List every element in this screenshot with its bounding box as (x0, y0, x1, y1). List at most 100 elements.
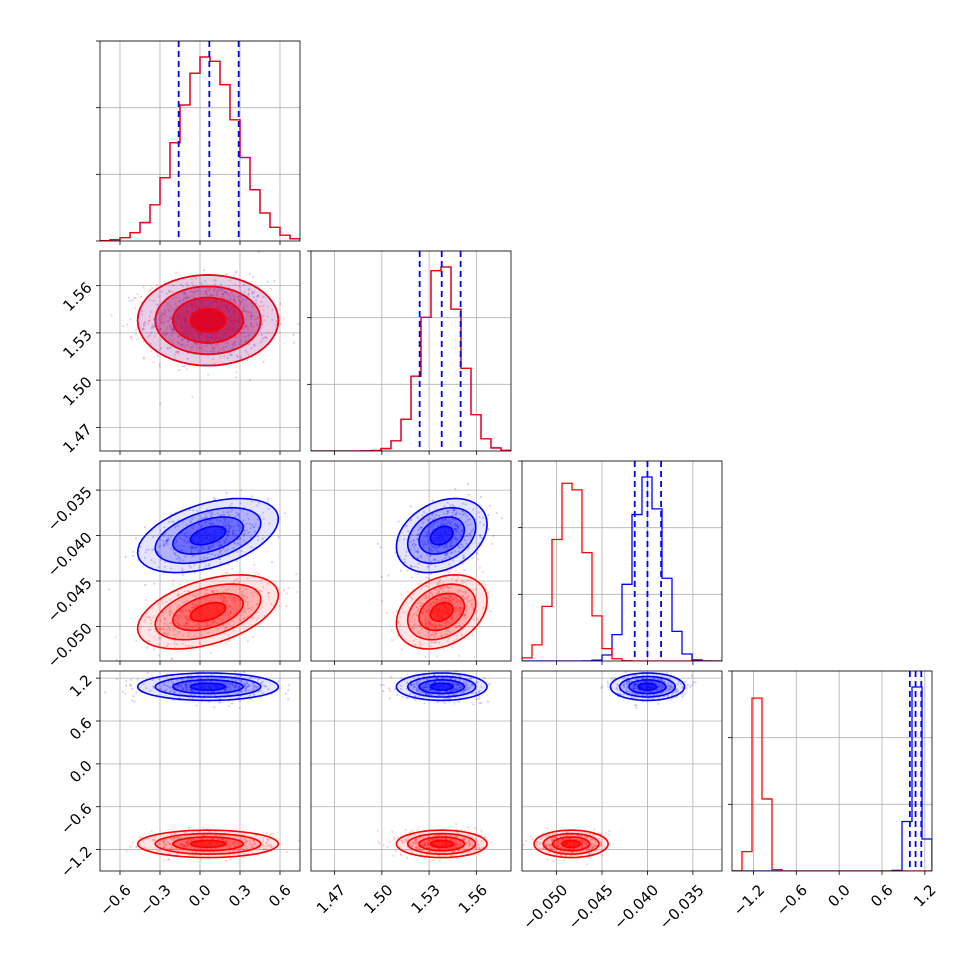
sample-point (183, 590, 186, 593)
sample-point (221, 838, 224, 841)
sample-point (185, 325, 188, 328)
sample-point (239, 331, 243, 334)
sample-point (256, 294, 260, 297)
sample-point (175, 350, 178, 353)
sample-point (418, 689, 421, 692)
sample-point (188, 609, 191, 612)
sample-point (212, 299, 215, 303)
sample-point (187, 312, 190, 316)
sample-point (467, 840, 470, 844)
sample-point (400, 839, 403, 843)
sample-point (469, 523, 472, 526)
sample-point (455, 511, 458, 514)
sample-point (226, 571, 229, 574)
sample-point (206, 293, 209, 296)
sample-point (165, 541, 168, 544)
sample-point (409, 834, 413, 837)
sample-point (467, 839, 471, 842)
sample-point (449, 834, 452, 838)
sample-point (226, 341, 229, 345)
sample-point (171, 308, 174, 311)
sample-point (234, 344, 237, 347)
sample-point (252, 314, 255, 317)
sample-point (213, 279, 216, 282)
sample-point (462, 556, 465, 559)
sample-point (212, 334, 215, 337)
sample-point (228, 320, 231, 324)
sample-point (225, 682, 229, 686)
sample-point (489, 610, 492, 613)
sample-point (272, 833, 275, 836)
sample-point (461, 590, 464, 593)
sample-point (186, 532, 190, 535)
sample-point (224, 688, 227, 692)
sample-point (237, 685, 241, 688)
sample-point (218, 558, 221, 561)
sample-point (287, 684, 290, 687)
sample-point (227, 587, 231, 590)
sample-point (389, 689, 392, 692)
sample-point (178, 334, 181, 338)
sample-point (204, 290, 207, 294)
sample-point (171, 297, 174, 300)
sample-point (427, 626, 430, 629)
sample-point (440, 599, 443, 602)
sample-point (211, 837, 215, 840)
sample-point (187, 838, 190, 841)
sample-point (257, 685, 260, 689)
sample-point (239, 343, 242, 346)
sample-point (176, 617, 179, 620)
sample-point (200, 548, 203, 552)
sample-point (199, 342, 202, 345)
sample-point (251, 305, 254, 308)
sample-point (478, 515, 481, 519)
sample-point (158, 627, 162, 630)
sample-point (236, 316, 239, 320)
sample-point (231, 619, 234, 622)
sample-point (465, 542, 469, 546)
sample-point (144, 583, 147, 587)
sample-point (468, 850, 471, 853)
sample-point (242, 305, 245, 308)
sample-point (198, 306, 201, 310)
sample-point (282, 588, 286, 591)
sample-point (193, 338, 196, 341)
sample-point (202, 304, 205, 307)
sample-point (233, 295, 236, 298)
sample-point (226, 535, 229, 538)
sample-point (249, 608, 252, 611)
sample-point (225, 298, 229, 301)
sample-point (193, 571, 196, 574)
sample-point (193, 693, 196, 696)
sample-point (181, 285, 185, 288)
sample-point (439, 579, 442, 583)
sample-point (260, 339, 263, 342)
sample-point (254, 302, 258, 305)
sample-point (227, 605, 231, 609)
sample-point (203, 521, 207, 524)
sample-point (121, 690, 124, 693)
sample-point (237, 512, 240, 516)
sample-point (455, 688, 459, 692)
sample-point (428, 576, 431, 580)
sample-point (158, 643, 161, 647)
sample-point (182, 844, 185, 847)
sample-point (193, 846, 196, 849)
sample-point (423, 686, 426, 689)
sample-point (223, 304, 226, 307)
sample-point (185, 282, 189, 285)
sample-point (246, 351, 249, 354)
sample-point (243, 838, 247, 841)
sample-point (162, 334, 165, 337)
sample-point (240, 594, 243, 597)
sample-point (233, 341, 236, 344)
sample-point (230, 604, 233, 607)
sample-point (184, 835, 187, 839)
sample-point (166, 304, 169, 307)
sample-point (232, 532, 235, 535)
sample-point (197, 603, 200, 606)
sample-point (186, 844, 189, 847)
sample-point (170, 657, 173, 660)
sample-point (206, 625, 209, 628)
sample-point (417, 562, 420, 565)
